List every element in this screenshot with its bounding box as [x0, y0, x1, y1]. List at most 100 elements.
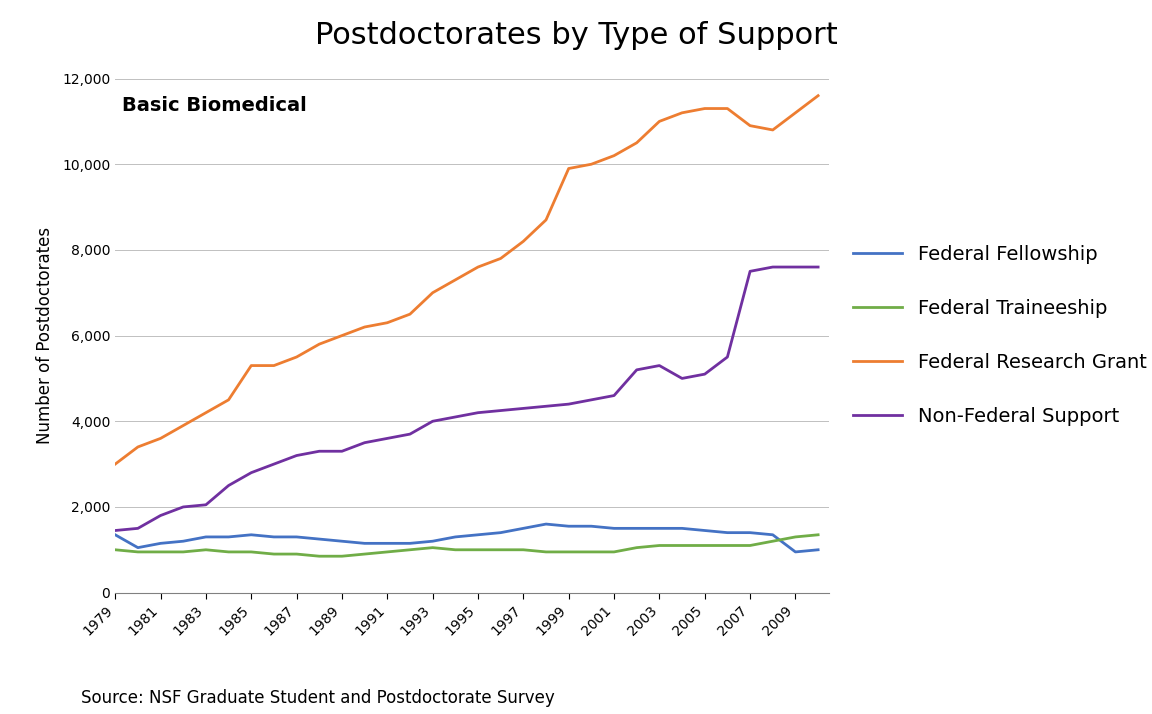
Federal Traineeship	[698, 541, 712, 550]
Federal Traineeship	[584, 548, 598, 556]
Federal Traineeship	[630, 543, 644, 552]
Federal Research Grant	[652, 117, 666, 126]
Non-Federal Support	[698, 370, 712, 378]
Non-Federal Support	[426, 417, 440, 426]
Non-Federal Support	[289, 451, 303, 460]
Federal Fellowship	[539, 520, 553, 528]
Federal Traineeship	[720, 541, 734, 550]
Federal Research Grant	[516, 237, 530, 246]
Federal Traineeship	[448, 545, 462, 554]
Federal Traineeship	[811, 531, 825, 539]
Non-Federal Support	[199, 501, 213, 509]
Non-Federal Support	[244, 468, 258, 477]
Non-Federal Support	[675, 374, 689, 383]
Federal Fellowship	[448, 533, 462, 541]
Federal Fellowship	[675, 524, 689, 533]
Federal Fellowship	[562, 522, 576, 531]
Federal Research Grant	[358, 323, 372, 331]
Federal Fellowship	[607, 524, 621, 533]
Federal Research Grant	[607, 151, 621, 160]
Federal Research Grant	[766, 126, 780, 134]
Federal Fellowship	[289, 533, 303, 541]
Non-Federal Support	[562, 400, 576, 408]
Federal Fellowship	[380, 539, 394, 548]
Non-Federal Support	[448, 413, 462, 421]
Federal Research Grant	[176, 421, 190, 430]
Federal Fellowship	[176, 537, 190, 545]
Federal Traineeship	[426, 543, 440, 552]
Non-Federal Support	[380, 434, 394, 443]
Non-Federal Support	[743, 267, 757, 276]
Federal Research Grant	[426, 288, 440, 297]
Federal Fellowship	[584, 522, 598, 531]
Non-Federal Support	[494, 406, 508, 415]
Non-Federal Support	[403, 430, 417, 438]
Federal Fellowship	[630, 524, 644, 533]
Non-Federal Support	[131, 524, 145, 533]
Federal Traineeship	[131, 548, 145, 556]
Federal Fellowship	[108, 531, 122, 539]
Federal Traineeship	[380, 548, 394, 556]
Federal Traineeship	[675, 541, 689, 550]
Federal Research Grant	[584, 160, 598, 169]
Non-Federal Support	[153, 511, 167, 520]
Federal Research Grant	[743, 121, 757, 130]
Non-Federal Support	[766, 263, 780, 271]
Federal Research Grant	[494, 254, 508, 263]
Y-axis label: Number of Postdoctorates: Number of Postdoctorates	[36, 227, 54, 444]
Federal Fellowship	[743, 528, 757, 537]
Federal Research Grant	[562, 164, 576, 173]
Federal Research Grant	[221, 396, 235, 404]
Non-Federal Support	[516, 404, 530, 413]
Federal Traineeship	[607, 548, 621, 556]
Federal Research Grant	[539, 216, 553, 224]
Federal Fellowship	[153, 539, 167, 548]
Federal Traineeship	[403, 545, 417, 554]
Federal Research Grant	[335, 331, 349, 340]
Line: Non-Federal Support: Non-Federal Support	[115, 267, 818, 531]
Federal Research Grant	[811, 91, 825, 100]
Non-Federal Support	[811, 263, 825, 271]
Federal Traineeship	[562, 548, 576, 556]
Federal Research Grant	[448, 276, 462, 284]
Federal Traineeship	[743, 541, 757, 550]
Federal Research Grant	[380, 318, 394, 327]
Non-Federal Support	[108, 526, 122, 535]
Federal Traineeship	[153, 548, 167, 556]
Federal Traineeship	[289, 550, 303, 558]
Line: Federal Traineeship: Federal Traineeship	[115, 535, 818, 556]
Federal Research Grant	[289, 353, 303, 361]
Federal Research Grant	[403, 310, 417, 318]
Federal Research Grant	[788, 109, 802, 117]
Text: Postdoctorates by Type of Support: Postdoctorates by Type of Support	[314, 21, 838, 51]
Federal Research Grant	[698, 104, 712, 113]
Non-Federal Support	[652, 361, 666, 370]
Federal Traineeship	[471, 545, 485, 554]
Federal Fellowship	[652, 524, 666, 533]
Federal Fellowship	[267, 533, 281, 541]
Non-Federal Support	[630, 366, 644, 374]
Non-Federal Support	[471, 408, 485, 417]
Federal Fellowship	[221, 533, 235, 541]
Non-Federal Support	[720, 353, 734, 361]
Federal Fellowship	[720, 528, 734, 537]
Federal Fellowship	[426, 537, 440, 545]
Federal Traineeship	[199, 545, 213, 554]
Non-Federal Support	[539, 402, 553, 411]
Federal Traineeship	[494, 545, 508, 554]
Federal Traineeship	[267, 550, 281, 558]
Federal Traineeship	[108, 545, 122, 554]
Federal Traineeship	[766, 537, 780, 545]
Non-Federal Support	[335, 447, 349, 456]
Federal Fellowship	[312, 535, 326, 543]
Federal Research Grant	[675, 109, 689, 117]
Federal Fellowship	[471, 531, 485, 539]
Federal Fellowship	[403, 539, 417, 548]
Federal Fellowship	[811, 545, 825, 554]
Text: Source: NSF Graduate Student and Postdoctorate Survey: Source: NSF Graduate Student and Postdoc…	[81, 689, 554, 707]
Federal Traineeship	[652, 541, 666, 550]
Federal Research Grant	[267, 361, 281, 370]
Federal Fellowship	[244, 531, 258, 539]
Text: Basic Biomedical: Basic Biomedical	[122, 96, 306, 115]
Federal Traineeship	[312, 552, 326, 560]
